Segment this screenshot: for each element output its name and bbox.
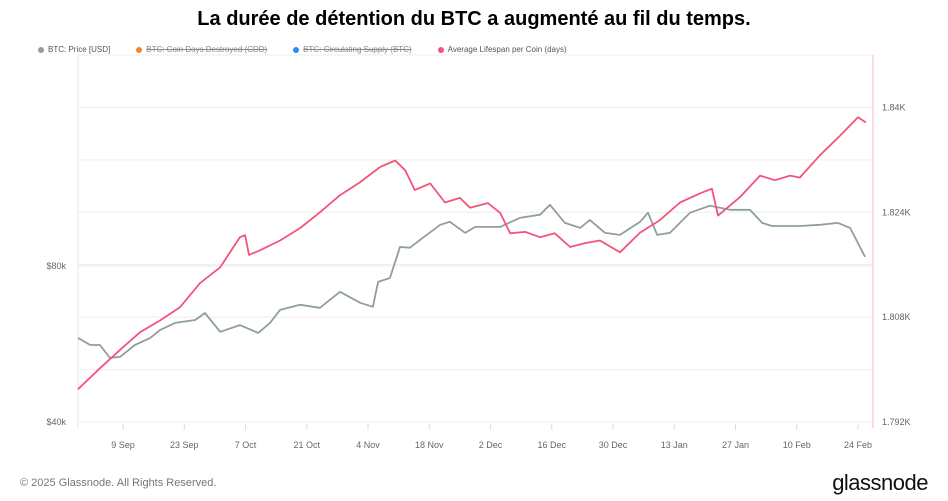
y-left-tick-label: $80k bbox=[46, 261, 66, 271]
glassnode-logo: glassnode bbox=[832, 470, 928, 495]
legend-item-cdd[interactable]: BTC: Coin Days Destroyed (CDD) bbox=[136, 45, 267, 54]
x-tick-label: 21 Oct bbox=[294, 440, 321, 450]
lifespan-line bbox=[77, 116, 867, 390]
y-right-tick-label: 1.824K bbox=[882, 207, 911, 217]
copyright: © 2025 Glassnode. All Rights Reserved. bbox=[20, 477, 217, 489]
legend-label: BTC: Price [USD] bbox=[48, 45, 111, 54]
legend-item-supply[interactable]: BTC: Circulating Supply (BTC) bbox=[293, 45, 412, 54]
x-tick-label: 4 Nov bbox=[356, 440, 380, 450]
legend-dot-icon bbox=[293, 46, 300, 53]
legend-item-lifespan[interactable]: Average Lifespan per Coin (days) bbox=[437, 45, 567, 54]
legend: BTC: Price [USD] BTC: Coin Days Destroye… bbox=[38, 45, 593, 54]
y-left-tick-label: $40k bbox=[46, 417, 66, 427]
legend-dot-icon bbox=[437, 46, 444, 53]
x-tick-label: 2 Dec bbox=[479, 440, 503, 450]
y-right-tick-label: 1.792K bbox=[882, 417, 911, 427]
legend-label: BTC: Coin Days Destroyed (CDD) bbox=[146, 45, 268, 54]
x-tick-label: 16 Dec bbox=[538, 440, 567, 450]
y-right-tick-label: 1.808K bbox=[882, 312, 911, 322]
x-tick-label: 30 Dec bbox=[599, 440, 628, 450]
legend-item-price[interactable]: BTC: Price [USD] bbox=[38, 45, 110, 54]
x-tick-label: 9 Sep bbox=[111, 440, 135, 450]
legend-dot-icon bbox=[136, 46, 143, 53]
x-tick-label: 7 Oct bbox=[235, 440, 257, 450]
x-tick-label: 13 Jan bbox=[661, 440, 688, 450]
y-right-tick-label: 1.84K bbox=[882, 102, 906, 112]
price-line bbox=[77, 203, 866, 359]
x-tick-label: 10 Feb bbox=[783, 440, 811, 450]
x-tick-label: 23 Sep bbox=[170, 440, 199, 450]
x-tick-label: 27 Jan bbox=[722, 440, 749, 450]
chart-title: La durée de détention du BTC a augmenté … bbox=[197, 8, 751, 30]
legend-label: BTC: Circulating Supply (BTC) bbox=[303, 45, 412, 54]
x-tick-label: 18 Nov bbox=[415, 440, 444, 450]
x-tick-label: 24 Feb bbox=[844, 440, 872, 450]
legend-dot-icon bbox=[38, 46, 44, 53]
legend-label: Average Lifespan per Coin (days) bbox=[447, 45, 567, 54]
